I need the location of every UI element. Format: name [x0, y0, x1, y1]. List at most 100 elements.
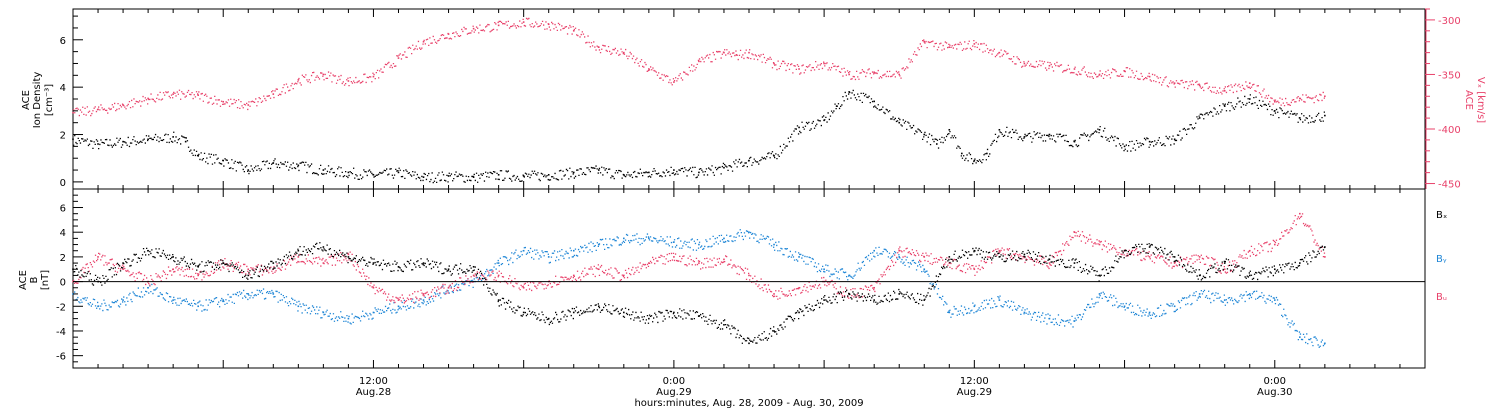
top-right-ylabel-line2: Vₓ [km/s] — [1475, 77, 1486, 123]
bz-series-point — [422, 293, 425, 295]
ion-density-series-point — [1123, 145, 1126, 148]
velocity-x-series-point — [1248, 82, 1251, 84]
ion-density-series — [72, 89, 1326, 184]
ion-density-series-point — [973, 159, 976, 162]
bottom-left-y-tick-label: -6 — [56, 352, 66, 363]
bx-series-point — [1223, 262, 1226, 264]
bz-series-point — [247, 268, 250, 271]
by-series-point — [998, 299, 1001, 301]
top-right-y-tick-label: -400 — [1438, 125, 1461, 136]
ion-density-series-point — [1198, 117, 1201, 119]
velocity-x-series-point — [172, 93, 174, 95]
bx-series-point — [347, 256, 350, 258]
bx-series-point — [773, 330, 775, 332]
bz-series-point — [898, 249, 901, 252]
by-series-point — [547, 256, 550, 258]
bx-series-point — [748, 342, 750, 345]
by-series-point — [1073, 320, 1076, 322]
by-series-point — [222, 299, 225, 301]
ion-density-series-point — [522, 175, 525, 177]
bx-series-point — [898, 293, 901, 295]
bz-series-point — [1324, 256, 1326, 258]
ion-density-series-point — [597, 169, 600, 171]
bx-series-point — [372, 262, 375, 264]
velocity-x-series-point — [72, 111, 74, 114]
velocity-x-series-point — [1198, 84, 1201, 87]
bx-series-point — [948, 256, 951, 258]
bz-series-point — [1098, 243, 1101, 246]
bz-series-point — [698, 262, 700, 264]
bx-series-point — [272, 262, 275, 264]
velocity-x-series-point — [497, 24, 500, 27]
bz-series-point — [1248, 249, 1251, 252]
bx-series-point — [823, 299, 825, 301]
velocity-x-series-point — [522, 21, 525, 23]
bx-series-point — [1123, 249, 1126, 252]
ion-density-series-point — [873, 100, 875, 103]
velocity-x-series-points — [73, 17, 1325, 117]
velocity-x-series-point — [948, 46, 951, 48]
velocity-x-series-point — [347, 80, 350, 82]
ion-density-series-point — [1248, 98, 1251, 100]
by-series-point — [698, 243, 700, 246]
velocity-x-series-point — [322, 73, 325, 76]
by-series-point — [1198, 293, 1201, 295]
by-series-point — [798, 256, 800, 258]
bx-series-point — [1248, 274, 1251, 277]
bx-series-point — [522, 311, 525, 314]
bx-series-point — [422, 262, 425, 264]
velocity-x-series-point — [1223, 90, 1226, 92]
ion-density-series-point — [998, 128, 1001, 131]
bx-series-point — [322, 246, 325, 248]
by-series-point — [422, 299, 425, 301]
top-right-y-tick-label: -300 — [1438, 16, 1461, 27]
bx-series-point — [472, 265, 475, 268]
ion-density-series-point — [623, 173, 625, 176]
bx-series-point — [447, 268, 450, 271]
velocity-x-series-point — [1324, 95, 1326, 98]
bx-series-point — [122, 262, 124, 264]
by-series-point — [973, 305, 976, 308]
bz-series-point — [1148, 256, 1151, 258]
x-axis-title: hours:minutes, Aug. 28, 2009 - Aug. 30, … — [634, 398, 863, 409]
velocity-x-series-point — [1023, 62, 1026, 65]
ion-density-series-point — [347, 171, 350, 174]
bz-series-point — [397, 299, 400, 301]
velocity-x-series-point — [222, 100, 225, 103]
by-series-point — [197, 305, 199, 308]
ion-density-series-point — [1273, 110, 1276, 112]
ion-density-series-point — [1148, 140, 1151, 143]
by-series-point — [97, 305, 99, 308]
bz-series-point — [1048, 262, 1051, 264]
bz-series-point — [347, 253, 350, 256]
bz-series-point — [998, 249, 1001, 252]
by-series-point — [1248, 293, 1251, 295]
ion-density-series-point — [1073, 140, 1076, 143]
by-series-point — [522, 249, 525, 252]
ion-density-series-point — [172, 136, 174, 138]
bottom-panel-plot-area — [72, 212, 1326, 348]
bz-series — [72, 212, 1326, 304]
by-series-point — [1299, 336, 1301, 338]
by-series-point — [372, 311, 375, 314]
bz-series-point — [122, 268, 124, 271]
bz-series-point — [497, 274, 500, 277]
x-tick-label-date: Aug.30 — [1257, 387, 1292, 398]
x-tick-label-time: 12:00 — [960, 376, 989, 387]
ion-density-series-point — [1324, 114, 1326, 117]
ion-density-series-point — [322, 169, 325, 171]
bz-series-point — [723, 258, 725, 261]
by-series-point — [272, 293, 275, 295]
ion-density-series-point — [1173, 138, 1176, 141]
bx-series-point — [1048, 258, 1051, 261]
by-series-point — [1023, 311, 1026, 314]
velocity-x-series-point — [1073, 68, 1076, 70]
bz-series-point — [1299, 212, 1301, 215]
ion-density-series-point — [447, 175, 450, 177]
bx-series-point — [297, 249, 300, 252]
top-right-y-tick-label: -450 — [1438, 180, 1461, 191]
ion-density-series-point — [698, 171, 700, 174]
bz-series-point — [648, 262, 650, 264]
top-left-y-tick-label: 4 — [60, 83, 66, 94]
velocity-x-series-point — [1048, 64, 1051, 67]
